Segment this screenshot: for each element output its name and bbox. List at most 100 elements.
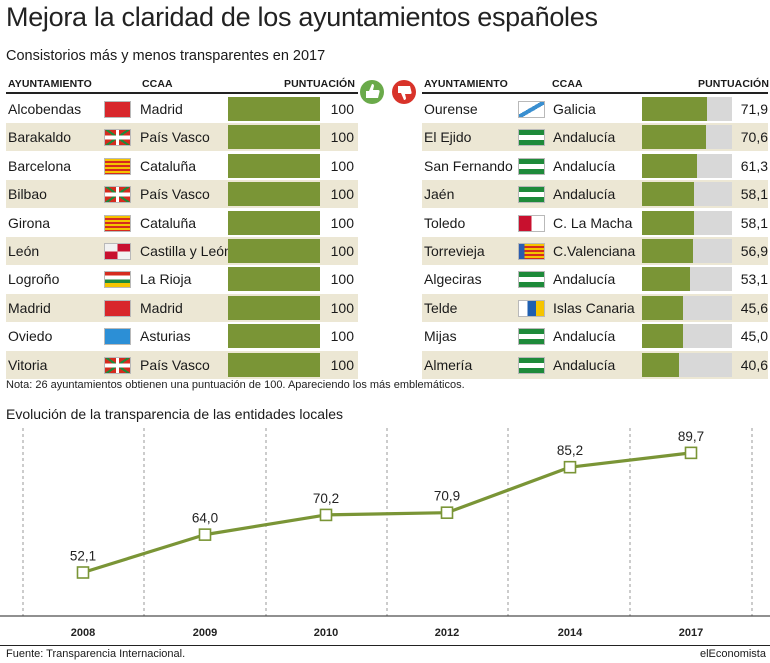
ccaa-name: Andalucía <box>553 157 616 174</box>
score-value: 100 <box>330 157 354 174</box>
andalucia-flag-icon <box>518 271 545 289</box>
score-bar-track <box>642 153 732 178</box>
score-bar <box>228 324 320 349</box>
score-value: 45,6 <box>740 299 768 316</box>
data-label: 52,1 <box>70 549 96 564</box>
chart-subtitle: Consistorios más y menos transparentes e… <box>6 48 326 64</box>
x-tick-label: 2010 <box>314 627 338 639</box>
basque-flag-icon <box>104 186 131 204</box>
ccaa-name: C.Valenciana <box>553 243 636 259</box>
score-value: 71,9 <box>740 101 768 117</box>
table-row: Torrevieja C.Valenciana 56,9 <box>422 237 768 265</box>
score-bar <box>642 239 694 263</box>
score-bar <box>228 125 320 150</box>
city-name: Telde <box>424 299 458 316</box>
city-name: Alcobendas <box>8 101 82 117</box>
header-ayuntamiento: AYUNTAMIENTO <box>424 78 508 90</box>
score-bar-track <box>642 324 732 349</box>
la-rioja-flag-icon <box>104 271 131 289</box>
city-name: El Ejido <box>424 129 472 146</box>
table-row: San Fernando Andalucía 61,3 <box>422 152 768 180</box>
score-bar <box>642 182 695 207</box>
line-chart: 52,1 2008 64,0 2009 70,2 2010 70,9 2012 85,2 2014… <box>0 428 770 639</box>
data-point <box>198 528 212 541</box>
andalucia-flag-icon <box>518 157 545 175</box>
score-bar-track <box>228 295 320 320</box>
header-rule <box>6 92 358 94</box>
x-tick-label: 2017 <box>679 627 703 639</box>
score-value: 100 <box>330 356 354 373</box>
catalonia-flag-icon <box>104 157 131 175</box>
ccaa-name: Andalucía <box>553 271 616 288</box>
andalucia-flag-icon <box>518 328 545 346</box>
data-point <box>76 566 90 579</box>
header-ayuntamiento: AYUNTAMIENTO <box>8 78 92 90</box>
score-value: 58,1 <box>740 186 768 203</box>
table-row: Oviedo Asturias 100 <box>6 322 358 350</box>
x-tick-label: 2012 <box>435 627 459 639</box>
city-name: Ourense <box>424 101 478 117</box>
score-bar <box>642 125 706 150</box>
table-row: Ourense Galicia 71,9 <box>422 95 768 123</box>
score-bar <box>642 210 695 235</box>
score-bar <box>228 97 320 121</box>
canarias-flag-icon <box>518 299 545 317</box>
score-bar <box>642 352 679 377</box>
score-value: 100 <box>330 328 354 345</box>
score-bar <box>228 182 320 207</box>
city-name: Girona <box>8 214 51 231</box>
thumbs-icons <box>360 80 416 104</box>
score-bar <box>228 267 320 292</box>
line-chart-title: Evolución de la transparencia de las ent… <box>6 406 343 422</box>
score-bar-track <box>228 267 320 292</box>
score-bar <box>228 295 320 320</box>
table-row: Alcobendas Madrid 100 <box>6 95 358 123</box>
score-bar-track <box>228 182 320 207</box>
header-ccaa: CCAA <box>552 78 583 90</box>
andalucia-flag-icon <box>518 356 545 374</box>
data-point <box>440 506 454 519</box>
score-value: 45,0 <box>740 328 768 345</box>
andalucia-flag-icon <box>518 129 545 147</box>
chart-title: Mejora la claridad de los ayuntamientos … <box>6 2 598 32</box>
data-point <box>684 446 698 460</box>
city-name: Barakaldo <box>8 129 72 146</box>
ccaa-name: Cataluña <box>140 157 197 174</box>
table-row: Barakaldo País Vasco 100 <box>6 123 358 152</box>
data-point <box>319 508 333 522</box>
ccaa-name: Castilla y León <box>140 243 232 259</box>
asturias-flag-icon <box>104 328 131 346</box>
ccaa-name: Andalucía <box>553 129 616 146</box>
score-bar <box>228 239 320 263</box>
score-bar-track <box>228 97 320 121</box>
table-row: El Ejido Andalucía 70,6 <box>422 123 768 152</box>
score-value: 100 <box>330 101 354 117</box>
score-value: 100 <box>330 299 354 316</box>
source-text: Fuente: Transparencia Internacional. <box>6 648 186 660</box>
city-name: Oviedo <box>8 328 53 345</box>
table-row: Almería Andalucía 40,6 <box>422 350 768 379</box>
ccaa-name: C. La Macha <box>553 214 633 231</box>
thumbs-up-icon <box>360 80 384 104</box>
ccaa-name: Madrid <box>140 299 183 316</box>
score-bar-track <box>228 239 320 263</box>
castilla-leon-flag-icon <box>104 243 131 260</box>
score-bar-track <box>642 267 732 292</box>
score-value: 100 <box>330 214 354 231</box>
table-row: León Castilla y León 100 <box>6 237 358 265</box>
table-row: Jaén Andalucía 58,1 <box>422 180 768 209</box>
ccaa-name: Andalucía <box>553 328 616 345</box>
city-name: Almería <box>424 356 473 373</box>
basque-flag-icon <box>104 356 131 374</box>
city-name: Jaén <box>424 186 455 203</box>
score-value: 70,6 <box>740 129 768 146</box>
catalonia-flag-icon <box>104 214 131 232</box>
table-row: Telde Islas Canaria 45,6 <box>422 293 768 322</box>
ccaa-name: Madrid <box>140 101 183 117</box>
ccaa-name: País Vasco <box>140 356 210 373</box>
city-name: Logroño <box>8 271 60 288</box>
data-label: 89,7 <box>678 429 704 444</box>
header-rule <box>422 92 768 94</box>
madrid-flag-icon <box>104 101 131 118</box>
ccaa-name: La Rioja <box>140 271 192 288</box>
